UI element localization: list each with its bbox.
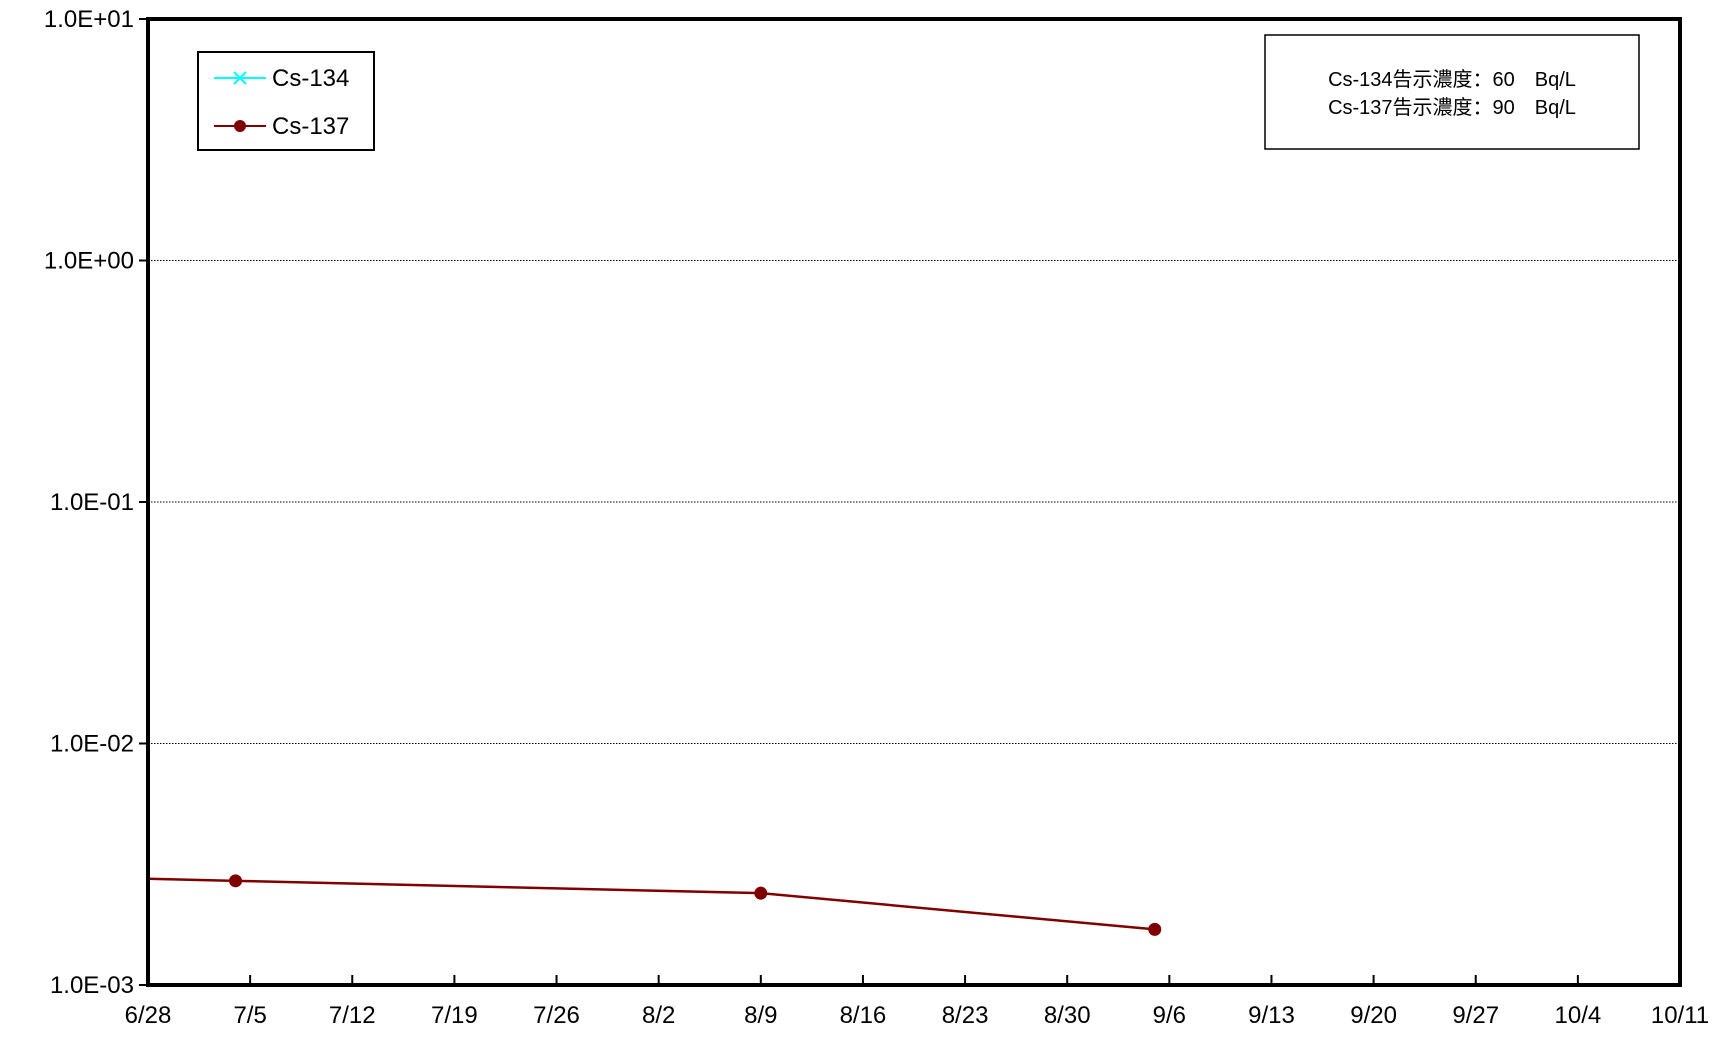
- x-tick-label: 9/6: [1153, 1002, 1186, 1029]
- x-tick-label: 10/11: [1651, 1002, 1709, 1029]
- x-tick-label: 7/19: [431, 1002, 478, 1029]
- x-axis: 6/28 7/5 7/12 7/19 7/26 8/2 8/9 8/16 8/23 8/30 9/6…: [125, 975, 1709, 1029]
- legend-box: [197, 51, 375, 151]
- y-tick-label: 1.0E+01: [44, 6, 134, 33]
- x-tick-label: 6/28: [125, 1002, 172, 1029]
- series-line-cs-137: [147, 877, 1155, 931]
- marker-stroke: [233, 71, 247, 85]
- y-tick-label: 1.0E+00: [44, 248, 134, 275]
- x-tick-label: 8/16: [840, 1002, 887, 1029]
- series-layer: [147, 874, 1162, 936]
- concentration-note-line-1: Cs-134告示濃度：60 Bq/L: [1328, 68, 1576, 91]
- x-tick-label: 10/4: [1555, 1002, 1602, 1029]
- x-tick-label: 8/2: [642, 1002, 675, 1029]
- x-tick-label: 8/23: [942, 1002, 989, 1029]
- data-point-cs-137: [754, 886, 768, 900]
- y-tick-label: 1.0E-02: [50, 731, 134, 758]
- legend: Cs-134 Cs-137: [197, 51, 375, 151]
- x-tick-label: 8/30: [1044, 1002, 1091, 1029]
- legend-swatch-cs134-marker: [233, 71, 247, 85]
- legend-label-cs134: Cs-134: [272, 65, 349, 92]
- x-tick-label: 9/13: [1248, 1002, 1295, 1029]
- x-tick-label: 9/27: [1452, 1002, 1499, 1029]
- x-tick-label: 7/26: [533, 1002, 580, 1029]
- concentration-note-box: [1264, 34, 1640, 150]
- concentration-note-line-2: Cs-137告示濃度：90 Bq/L: [1328, 96, 1576, 119]
- x-tick-label: 7/12: [329, 1002, 376, 1029]
- legend-swatch-cs137-marker: [234, 120, 246, 132]
- y-tick-label: 1.0E-03: [50, 972, 134, 999]
- data-point-cs-137: [229, 874, 243, 888]
- y-tick-label: 1.0E-01: [50, 489, 134, 516]
- x-tick-label: 9/20: [1350, 1002, 1397, 1029]
- x-tick-label: 7/5: [233, 1002, 266, 1029]
- grid-lines: [148, 260, 1680, 744]
- y-axis: 1.0E-03 1.0E-02 1.0E-01 1.0E+00 1.0E+01: [44, 6, 148, 999]
- concentration-note: Cs-134告示濃度：60 Bq/L Cs-137告示濃度：90 Bq/L: [1264, 34, 1640, 150]
- x-tick-label: 8/9: [744, 1002, 777, 1029]
- data-point-cs-137: [1148, 922, 1162, 936]
- legend-label-cs137: Cs-137: [272, 113, 349, 140]
